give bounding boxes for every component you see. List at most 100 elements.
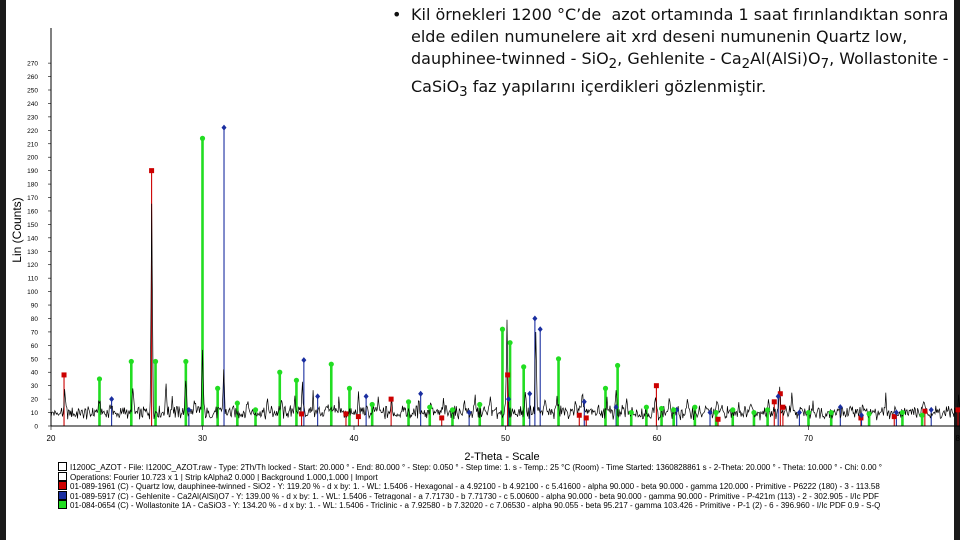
gehlenite-marker — [893, 409, 899, 416]
wollastonite-marker — [369, 401, 375, 408]
wollastonite-marker — [730, 407, 736, 413]
y-tick-label: 30 — [31, 383, 39, 390]
wollastonite-marker — [499, 326, 506, 332]
x-tick-label: 80 — [956, 434, 960, 443]
legend-row: 01-089-1961 (C) - Quartz low, dauphinee-… — [58, 481, 954, 491]
quartz-marker — [343, 411, 349, 417]
x-tick-label: 20 — [47, 434, 56, 443]
gehlenite-marker — [506, 396, 512, 403]
reference-markers — [61, 124, 960, 422]
gehlenite-marker — [613, 404, 619, 411]
y-tick-label: 220 — [27, 128, 38, 135]
bullet-dot: • — [392, 5, 402, 24]
y-axis-label: Lin (Counts) — [10, 197, 24, 262]
gehlenite-marker — [527, 390, 533, 397]
legend-text: 01-084-0654 (C) - Wollastonite 1A - CaSi… — [70, 501, 881, 510]
y-tick-label: 20 — [31, 397, 39, 404]
pattern-line — [50, 203, 960, 421]
gehlenite-marker — [928, 406, 934, 413]
y-tick-label: 90 — [31, 303, 39, 310]
wollastonite-marker — [152, 358, 159, 365]
y-tick-label: 100 — [27, 289, 38, 296]
gehlenite-marker — [109, 396, 115, 403]
wollastonite-marker — [293, 377, 300, 383]
quartz-marker — [653, 383, 659, 389]
legend-swatch — [58, 462, 67, 471]
wollastonite-marker — [477, 401, 483, 408]
gehlenite-marker — [301, 357, 307, 364]
y-tick-label: 70 — [31, 329, 39, 336]
y-tick-label: 150 — [27, 222, 38, 229]
quartz-marker — [771, 399, 777, 405]
phase-legend: I1200C_AZOT - File: I1200C_AZOT.raw - Ty… — [58, 462, 954, 510]
x-tick-label: 30 — [198, 434, 207, 443]
y-tick-label: 230 — [27, 114, 38, 121]
y-tick-label: 210 — [27, 141, 38, 148]
y-tick-label: 270 — [27, 61, 38, 68]
x-axis-label: 2-Theta - Scale — [464, 451, 539, 463]
gehlenite-marker — [532, 315, 538, 322]
y-tick-label: 60 — [31, 343, 39, 350]
wollastonite-marker — [215, 385, 221, 391]
wollastonite-marker — [328, 361, 334, 367]
wollastonite-marker — [427, 404, 433, 410]
quartz-marker — [61, 372, 67, 378]
wollastonite-marker — [234, 400, 240, 406]
wollastonite-marker — [507, 340, 513, 346]
wollastonite-marker — [764, 407, 771, 413]
gehlenite-marker — [315, 393, 321, 400]
x-tick-label: 40 — [350, 434, 359, 443]
wollastonite-marker — [713, 409, 719, 416]
x-tick-label: 70 — [804, 434, 813, 443]
y-tick-label: 240 — [27, 101, 38, 108]
quartz-marker — [505, 372, 511, 378]
y-tick-label: 40 — [31, 370, 39, 377]
gehlenite-marker — [581, 398, 587, 405]
gehlenite-marker — [775, 393, 781, 400]
legend-swatch — [58, 481, 67, 491]
quartz-marker — [780, 404, 786, 410]
wollastonite-marker — [252, 407, 259, 413]
y-tick-label: 50 — [31, 356, 39, 363]
legend-text: 01-089-1961 (C) - Quartz low, dauphinee-… — [70, 482, 880, 491]
wollastonite-marker — [658, 405, 665, 412]
quartz-marker — [583, 415, 589, 421]
wollastonite-marker — [805, 409, 812, 416]
gehlenite-marker — [707, 409, 713, 416]
gehlenite-marker — [537, 326, 543, 333]
y-tick-label: 180 — [27, 182, 38, 189]
wollastonite-marker — [521, 364, 527, 370]
x-tick-label: 50 — [501, 434, 510, 443]
legend-swatch — [58, 490, 67, 500]
y-tick-label: 170 — [27, 195, 38, 202]
legend-text: I1200C_AZOT - File: I1200C_AZOT.raw - Ty… — [70, 463, 882, 472]
gehlenite-marker — [363, 393, 369, 400]
x-tick-label: 60 — [653, 434, 662, 443]
wollastonite-marker — [602, 385, 609, 391]
legend-text: Operations: Fourier 10.723 x 1 | Strip k… — [70, 472, 378, 482]
wollastonite-marker — [671, 407, 677, 413]
wollastonite-marker — [899, 409, 906, 416]
gehlenite-marker — [466, 409, 472, 416]
legend-row: 01-089-5917 (C) - Gehlenite - Ca2Al(AlSi… — [58, 490, 954, 500]
wollastonite-marker — [866, 411, 872, 417]
wollastonite-marker — [183, 358, 189, 365]
slide-frame-left — [0, 0, 6, 540]
quartz-marker — [715, 416, 721, 422]
wollastonite-marker — [628, 409, 634, 416]
quartz-marker — [439, 415, 445, 421]
quartz-marker — [299, 411, 305, 417]
y-tick-label: 140 — [27, 235, 38, 242]
legend-swatch — [58, 500, 67, 510]
quartz-marker — [576, 412, 582, 418]
quartz-marker — [891, 414, 897, 420]
y-tick-label: 260 — [27, 74, 38, 81]
wollastonite-marker — [692, 404, 698, 410]
quartz-marker — [149, 168, 155, 174]
wollastonite-marker — [405, 399, 412, 405]
quartz-marker — [858, 415, 864, 421]
y-axis-ticks: 0 10 20 30 40 50 60 70 80 90 100 110 120 130 140 150 160… — [27, 61, 51, 431]
reference-sticks — [63, 127, 959, 426]
wollastonite-marker — [751, 409, 757, 416]
quartz-marker — [922, 408, 928, 414]
